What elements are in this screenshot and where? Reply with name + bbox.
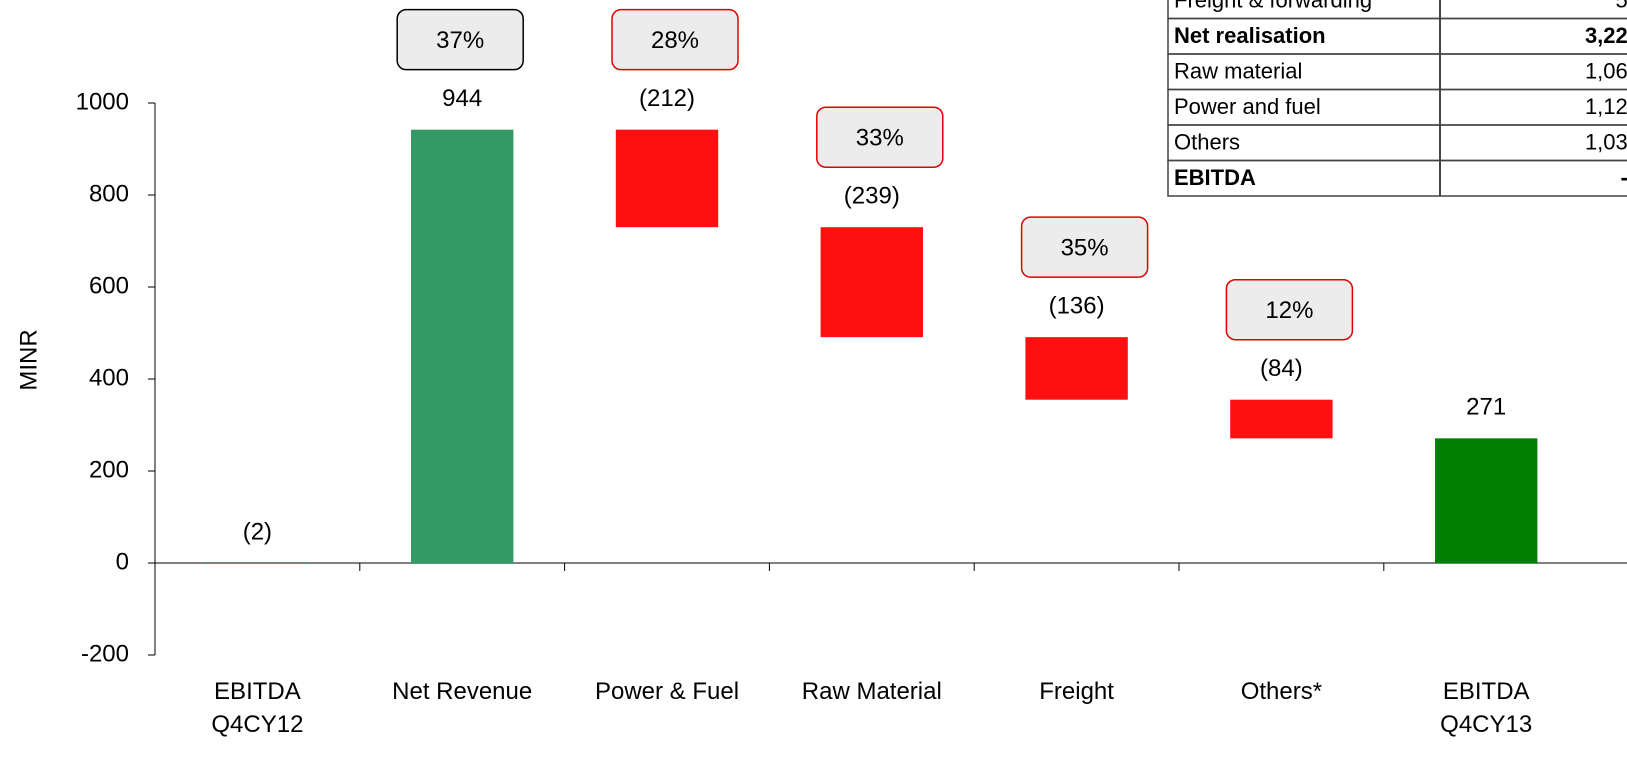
- table-cell: Freight & forwarding: [1174, 0, 1372, 13]
- table-cell: Net realisation: [1174, 23, 1326, 48]
- table-cell: 1,065: [1585, 59, 1627, 84]
- value-label: 944: [442, 85, 482, 112]
- bar: [820, 227, 923, 338]
- x-tick-label: Raw Material: [801, 678, 942, 705]
- bar: [411, 129, 514, 564]
- table-cell: Power and fuel: [1174, 94, 1321, 119]
- percent-label: 28%: [651, 27, 699, 54]
- value-label: 271: [1466, 394, 1506, 421]
- table-cell: 57: [1616, 0, 1627, 13]
- percent-label: 35%: [1061, 234, 1109, 261]
- percent-label: 33%: [856, 125, 904, 152]
- value-label: (84): [1260, 355, 1303, 382]
- table-cell: 1,032: [1585, 130, 1627, 155]
- x-tick-label: Freight: [1039, 678, 1114, 705]
- y-tick-label: -200: [81, 640, 129, 667]
- x-tick-label: EBITDA Q4CY13: [1440, 678, 1533, 738]
- value-label: (136): [1049, 292, 1105, 319]
- table-cell: -3: [1620, 165, 1627, 190]
- table-cell: 1,129: [1585, 94, 1627, 119]
- y-tick-label: 600: [89, 272, 129, 299]
- percent-box: [1225, 278, 1354, 341]
- x-tick-label: EBITDA Q4CY12: [211, 678, 304, 738]
- y-tick-label: 800: [89, 180, 129, 207]
- x-tick-label: Power & Fuel: [594, 678, 740, 705]
- percent-label: 37%: [436, 27, 484, 54]
- percent-box: [816, 106, 944, 168]
- percent-box: [611, 8, 739, 71]
- y-axis-label: MINR: [15, 329, 42, 390]
- table-cell: EBITDA: [1174, 165, 1256, 190]
- bar: [1435, 438, 1538, 563]
- value-label: (2): [243, 518, 272, 545]
- percent-box: [1020, 216, 1149, 278]
- y-tick-label: 400: [89, 364, 129, 391]
- value-label: (212): [639, 85, 695, 112]
- x-tick-label: Net Revenue: [392, 678, 533, 705]
- percent-label: 12%: [1265, 297, 1313, 324]
- bar: [1230, 399, 1333, 439]
- bar: [615, 129, 719, 228]
- table-cell: 3,223: [1585, 23, 1627, 48]
- x-tick-label: Others*: [1240, 678, 1323, 705]
- percent-box: [396, 8, 524, 71]
- table-bg: [1167, 0, 1627, 197]
- bar: [206, 563, 309, 564]
- y-tick-label: 1000: [76, 88, 129, 115]
- table-row: [1167, 159, 1627, 197]
- table-cell: Others: [1174, 130, 1240, 155]
- value-label: (239): [844, 183, 900, 210]
- bar: [1025, 337, 1128, 400]
- table-cell: Raw material: [1174, 59, 1302, 84]
- y-tick-label: 200: [89, 456, 129, 483]
- y-tick-label: 0: [116, 548, 129, 575]
